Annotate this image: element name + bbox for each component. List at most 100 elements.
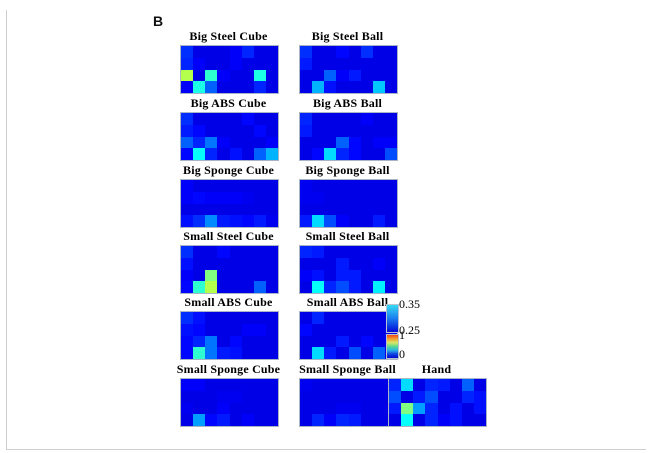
heatmap-cell bbox=[265, 257, 278, 270]
heatmap-cell bbox=[348, 414, 361, 426]
heatmap-cell bbox=[384, 124, 397, 137]
heatmap-cell bbox=[265, 347, 278, 359]
heatmap-cell bbox=[229, 312, 242, 324]
heatmap-cell bbox=[253, 69, 266, 82]
heatmap-cell bbox=[324, 191, 337, 204]
heatmap-cell bbox=[241, 136, 254, 149]
heatmap-cell bbox=[360, 379, 373, 391]
heatmap-cell bbox=[413, 390, 426, 403]
heatmap-cell bbox=[241, 390, 254, 403]
heatmap-cell bbox=[217, 246, 230, 258]
heatmap-cell bbox=[401, 402, 414, 415]
heatmap-cell bbox=[181, 46, 194, 58]
heatmap-cell bbox=[461, 402, 474, 415]
heatmap-cell bbox=[181, 281, 194, 293]
heatmap-cell bbox=[217, 281, 230, 293]
heatmap-cell bbox=[229, 124, 242, 137]
heatmap-cell bbox=[360, 148, 373, 160]
heatmap-cell bbox=[193, 281, 206, 293]
heatmap-cell bbox=[312, 136, 325, 149]
heatmap-cell bbox=[473, 414, 486, 426]
heatmap-cell bbox=[372, 335, 385, 348]
heatmap-cell bbox=[324, 347, 337, 359]
heatmap-cell bbox=[229, 69, 242, 82]
heatmap-cell bbox=[312, 81, 325, 93]
heatmap-cell bbox=[413, 402, 426, 415]
heatmap-cell bbox=[193, 323, 206, 336]
heatmap-cell bbox=[241, 281, 254, 293]
heatmap-cell bbox=[265, 57, 278, 70]
heatmap-cell bbox=[205, 347, 218, 359]
heatmap-big-abs-ball bbox=[299, 112, 398, 161]
heatmap-cell bbox=[205, 148, 218, 160]
heatmap-cell bbox=[205, 414, 218, 426]
heatmap-cell bbox=[372, 124, 385, 137]
heatmap-cell bbox=[312, 191, 325, 204]
heatmap-cell bbox=[360, 390, 373, 403]
heatmap-cell bbox=[384, 180, 397, 192]
heatmap-cell bbox=[217, 81, 230, 93]
heatmap-cell bbox=[300, 191, 313, 204]
heatmap-cell bbox=[348, 402, 361, 415]
heatmap-cell bbox=[265, 312, 278, 324]
heatmap-cell bbox=[241, 180, 254, 192]
heatmap-cell bbox=[300, 148, 313, 160]
heatmap-cell bbox=[401, 390, 414, 403]
heatmap-cell bbox=[181, 215, 194, 227]
panel-label: B bbox=[153, 13, 164, 29]
heatmap-cell bbox=[324, 379, 337, 391]
heatmap-cell bbox=[229, 335, 242, 348]
heatmap-cell bbox=[360, 215, 373, 227]
heatmap-cell bbox=[205, 215, 218, 227]
heatmap-cell bbox=[461, 390, 474, 403]
heatmap-cell bbox=[300, 124, 313, 137]
heatmap-cell bbox=[229, 257, 242, 270]
heatmap-cell bbox=[384, 46, 397, 58]
colorbar-lower-gradient bbox=[386, 334, 399, 359]
heatmap-cell bbox=[300, 113, 313, 125]
heatmap-cell bbox=[384, 269, 397, 282]
heatmap-cell bbox=[217, 335, 230, 348]
heatmap-cell bbox=[229, 215, 242, 227]
heatmap-title: Hand bbox=[421, 362, 452, 376]
heatmap-cell bbox=[360, 57, 373, 70]
heatmap-cell bbox=[253, 46, 266, 58]
heatmap-cell bbox=[205, 312, 218, 324]
heatmap-cell bbox=[473, 402, 486, 415]
heatmap-cell bbox=[265, 402, 278, 415]
heatmap-cell bbox=[217, 312, 230, 324]
heatmap-cell bbox=[336, 269, 349, 282]
heatmap-cell bbox=[229, 191, 242, 204]
heatmap-cell bbox=[193, 203, 206, 216]
heatmap-cell bbox=[348, 323, 361, 336]
heatmap-cell bbox=[181, 323, 194, 336]
heatmap-cell bbox=[312, 124, 325, 137]
heatmap-cell bbox=[229, 379, 242, 391]
heatmap-cell bbox=[360, 312, 373, 324]
heatmap-cell bbox=[348, 46, 361, 58]
heatmap-cell bbox=[241, 113, 254, 125]
heatmap-cell bbox=[324, 57, 337, 70]
heatmap-cell bbox=[360, 246, 373, 258]
heatmap-cell bbox=[265, 113, 278, 125]
heatmap-cell bbox=[229, 414, 242, 426]
heatmap-cell bbox=[336, 281, 349, 293]
heatmap-cell bbox=[241, 69, 254, 82]
heatmap-cell bbox=[336, 257, 349, 270]
heatmap-cell bbox=[336, 81, 349, 93]
heatmap-cell bbox=[265, 191, 278, 204]
heatmap-cell bbox=[181, 124, 194, 137]
heatmap-cell bbox=[265, 379, 278, 391]
heatmap-cell bbox=[312, 323, 325, 336]
heatmap-cell bbox=[193, 136, 206, 149]
heatmap-cell bbox=[205, 124, 218, 137]
heatmap-cell bbox=[348, 390, 361, 403]
heatmap-cell bbox=[384, 281, 397, 293]
heatmap-cell bbox=[265, 180, 278, 192]
heatmap-cell bbox=[336, 390, 349, 403]
heatmap-cell bbox=[360, 81, 373, 93]
heatmap-cell bbox=[384, 69, 397, 82]
heatmap-cell bbox=[217, 379, 230, 391]
heatmap-cell bbox=[241, 46, 254, 58]
